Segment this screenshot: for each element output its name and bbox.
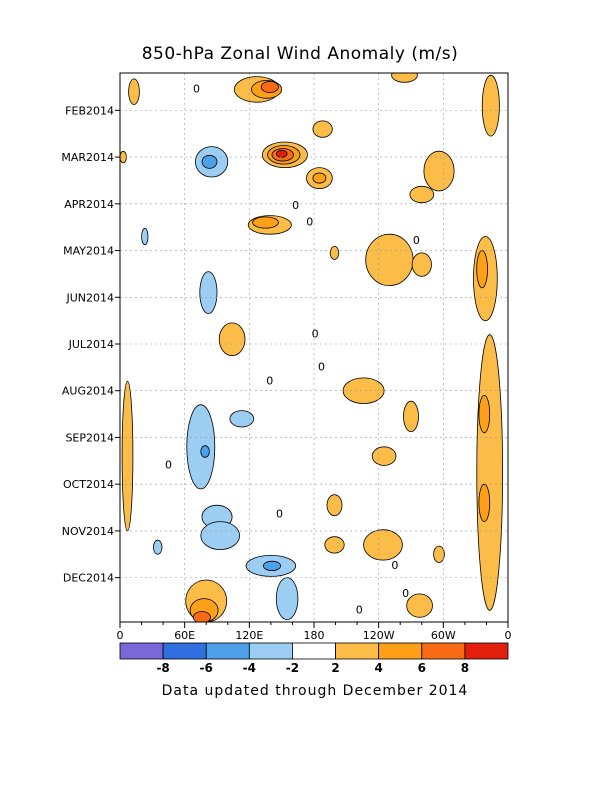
contour-label: 0 bbox=[276, 508, 283, 521]
anomaly-patch-neg bbox=[186, 404, 216, 490]
y-tick-label: OCT2014 bbox=[63, 478, 114, 491]
colorbar-label: -2 bbox=[286, 661, 299, 675]
anomaly-patch-neg bbox=[200, 445, 210, 458]
anomaly-patch-pos bbox=[252, 216, 279, 229]
x-tick-label: 120E bbox=[235, 629, 263, 642]
anomaly-patch-neg bbox=[152, 539, 163, 555]
colorbar-label: 8 bbox=[461, 661, 469, 675]
anomaly-patch-neg bbox=[229, 410, 255, 428]
contour-label: 0 bbox=[413, 234, 420, 247]
x-tick-label: 60W bbox=[431, 629, 456, 642]
update-note: Data updated through December 2014 bbox=[161, 683, 469, 699]
gridlines bbox=[120, 73, 508, 622]
anomaly-patch-pos bbox=[481, 74, 500, 137]
anomaly-patch-pos bbox=[411, 252, 432, 277]
x-tick-label: 120W bbox=[363, 629, 395, 642]
colorbar-label: -4 bbox=[243, 661, 256, 675]
y-tick-label: APR2014 bbox=[64, 198, 114, 211]
anomaly-patch-pos bbox=[391, 73, 418, 83]
anomaly-patch-pos bbox=[218, 322, 246, 357]
anomaly-patch-pos bbox=[403, 400, 419, 432]
contour-label: 0 bbox=[312, 328, 319, 341]
x-tick-label: 0 bbox=[505, 629, 512, 642]
anomaly-patch-pos bbox=[260, 81, 279, 94]
anomaly-patch-neg bbox=[201, 154, 218, 169]
colorbar-swatch bbox=[162, 642, 207, 660]
anomaly-patch-pos bbox=[342, 377, 385, 404]
y-tick-label: FEB2014 bbox=[65, 104, 114, 117]
y-tick-label: JUN2014 bbox=[65, 291, 114, 304]
contour-label: 0 bbox=[193, 82, 200, 95]
anomaly-patch-pos bbox=[312, 120, 333, 138]
contour-label: 0 bbox=[306, 216, 313, 229]
anomaly-patch-pos bbox=[476, 334, 504, 611]
anomaly-patch-pos bbox=[365, 233, 414, 286]
x-tick-label: 0 bbox=[117, 629, 124, 642]
anomaly-patch-pos bbox=[478, 394, 491, 434]
anomaly-patch-pos bbox=[433, 545, 445, 563]
colorbar-label: 6 bbox=[418, 661, 426, 675]
anomaly-patch-pos bbox=[326, 494, 343, 517]
contour-label: 0 bbox=[318, 360, 325, 373]
colorbar-label: -6 bbox=[200, 661, 213, 675]
x-tick-label: 180 bbox=[304, 629, 325, 642]
y-tick-label: DEC2014 bbox=[63, 572, 114, 585]
colorbar-label: 2 bbox=[331, 661, 339, 675]
colorbar-swatch bbox=[205, 642, 250, 660]
colorbar-swatch bbox=[378, 642, 423, 660]
y-tick-label: AUG2014 bbox=[62, 385, 114, 398]
anomaly-patch-pos bbox=[476, 250, 488, 289]
colorbar-label: 4 bbox=[374, 661, 382, 675]
anomaly-patch-pos bbox=[312, 172, 327, 184]
contour-label: 0 bbox=[356, 603, 363, 616]
colorbar-swatch bbox=[248, 642, 293, 660]
colorbar-swatch bbox=[335, 642, 380, 660]
y-tick-label: MAR2014 bbox=[61, 151, 114, 164]
colorbar-swatch bbox=[421, 642, 466, 660]
colorbar-swatch bbox=[464, 642, 509, 660]
colorbar-swatch bbox=[119, 642, 164, 660]
colorbar-label: -8 bbox=[156, 661, 169, 675]
anomaly-patch-pos bbox=[423, 150, 455, 192]
contour-label: 0 bbox=[165, 458, 172, 471]
contour-label: 0 bbox=[292, 199, 299, 212]
colorbar-swatch bbox=[292, 642, 336, 660]
anomaly-patch-neg bbox=[275, 577, 299, 620]
anomaly-patch-neg bbox=[262, 560, 281, 572]
y-tick-label: SEP2014 bbox=[65, 431, 114, 444]
anomaly-patch-pos bbox=[121, 380, 134, 532]
contour-label: 0 bbox=[266, 374, 273, 387]
y-tick-label: NOV2014 bbox=[62, 525, 114, 538]
chart-title: 850-hPa Zonal Wind Anomaly (m/s) bbox=[141, 44, 459, 64]
anomaly-patch-pos bbox=[371, 446, 397, 466]
y-tick-label: MAY2014 bbox=[63, 245, 114, 258]
y-tick-label: JUL2014 bbox=[68, 338, 114, 351]
anomaly-patch-pos bbox=[363, 529, 403, 561]
contour-label: 0 bbox=[402, 587, 409, 600]
contour-label: 0 bbox=[391, 559, 398, 572]
anomaly-patch-neg bbox=[199, 271, 218, 315]
anomaly-patch-pos bbox=[275, 149, 288, 158]
anomaly-patch-pos bbox=[192, 611, 211, 622]
anomaly-patch-pos bbox=[478, 483, 491, 522]
anomaly-patch-pos bbox=[409, 185, 435, 204]
colorbar: -8 -6 -4 -2 2 4 6 8 bbox=[119, 642, 509, 675]
anomaly-patch-pos bbox=[406, 593, 433, 618]
anomaly-shading-layer bbox=[120, 73, 504, 622]
anomaly-patch-neg bbox=[200, 521, 241, 550]
anomaly-patch-neg bbox=[141, 227, 149, 246]
axes: 0 60E 120E 180 120W 60W 0 FEB2014 MAR2014 APR2014… bbox=[61, 104, 511, 642]
anomaly-patch-pos bbox=[324, 536, 345, 554]
x-tick-label: 60E bbox=[174, 629, 195, 642]
anomaly-patch-pos bbox=[128, 78, 140, 105]
anomaly-patch-pos bbox=[329, 245, 340, 260]
